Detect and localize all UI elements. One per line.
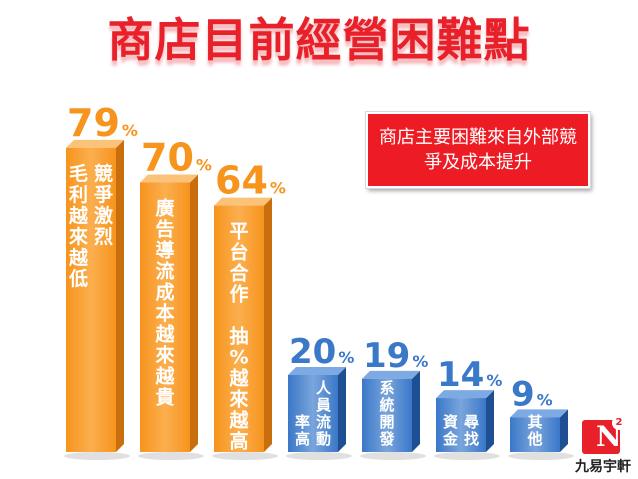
bar-label: 毛利越來越低	[68, 163, 89, 290]
logo-text: 九易宇軒	[575, 459, 631, 475]
bar-group: 64 % 平台合作 抽%越來越高	[212, 159, 286, 460]
data-label: 20%	[289, 332, 354, 372]
logo-badge: N 2	[582, 416, 626, 454]
bar-tint	[288, 375, 338, 452]
bar-shadow	[434, 452, 500, 460]
bar-label: 廣告導流成本越來越貴	[154, 197, 175, 409]
bar-label: 其他	[526, 413, 542, 448]
bar-tint	[436, 398, 486, 452]
bar-group: 9 %其他	[508, 374, 574, 460]
bar-side	[560, 409, 568, 452]
bar-side	[190, 174, 198, 452]
bar-top	[510, 409, 568, 418]
bar-shadow	[212, 452, 278, 460]
bar-label: 平台合作 抽%越來越高	[228, 221, 249, 453]
bar-group: 19 % 系統開發	[360, 336, 428, 460]
bar-top	[362, 370, 420, 379]
bar-shadow	[286, 452, 352, 460]
callout-box: 商店主要困難來自外部競爭及成本提升	[366, 112, 590, 188]
bar-top	[214, 197, 272, 206]
callout-text: 商店主要困難來自外部競爭及成本提升	[379, 127, 577, 173]
data-label: 79%	[67, 101, 138, 145]
bar-label: 人員流動	[315, 379, 332, 448]
bar-label: 資金	[442, 413, 459, 448]
bar-shadow	[508, 452, 574, 460]
bar-top	[288, 367, 346, 375]
data-label: 9%	[511, 374, 553, 414]
bar-label: 競爭激烈	[94, 162, 113, 248]
page-title: 商店目前經營困難點	[107, 13, 531, 67]
bar-tint	[66, 147, 116, 452]
bar-tint	[362, 378, 412, 452]
bar-top	[436, 390, 494, 399]
bar-side	[264, 197, 272, 452]
bar-shadow	[138, 452, 204, 460]
data-label: 19%	[363, 336, 428, 376]
data-label: 64%	[215, 159, 286, 203]
bar-tint	[140, 182, 190, 452]
bar-side	[116, 139, 124, 452]
data-label: 70%	[141, 136, 212, 180]
bar-shadow	[64, 452, 130, 460]
bar-group: 70 % 廣告導流成本越來越貴	[138, 136, 212, 460]
bar-tint	[510, 417, 560, 452]
bar-label: 尋找	[464, 413, 479, 448]
data-label: 14%	[437, 355, 502, 395]
bar-label: 系統開發	[378, 379, 395, 448]
bar-top	[140, 174, 198, 183]
bar-shadow	[360, 452, 426, 460]
bar-side	[338, 367, 346, 452]
logo-superscript: 2	[612, 416, 626, 430]
bar-tint	[214, 205, 264, 452]
bar-side	[412, 370, 420, 452]
brand-logo: N 2 九易宇軒	[572, 416, 632, 476]
bar-top	[66, 139, 124, 148]
bar-label: 率高	[295, 413, 310, 448]
bar-side	[486, 390, 494, 452]
